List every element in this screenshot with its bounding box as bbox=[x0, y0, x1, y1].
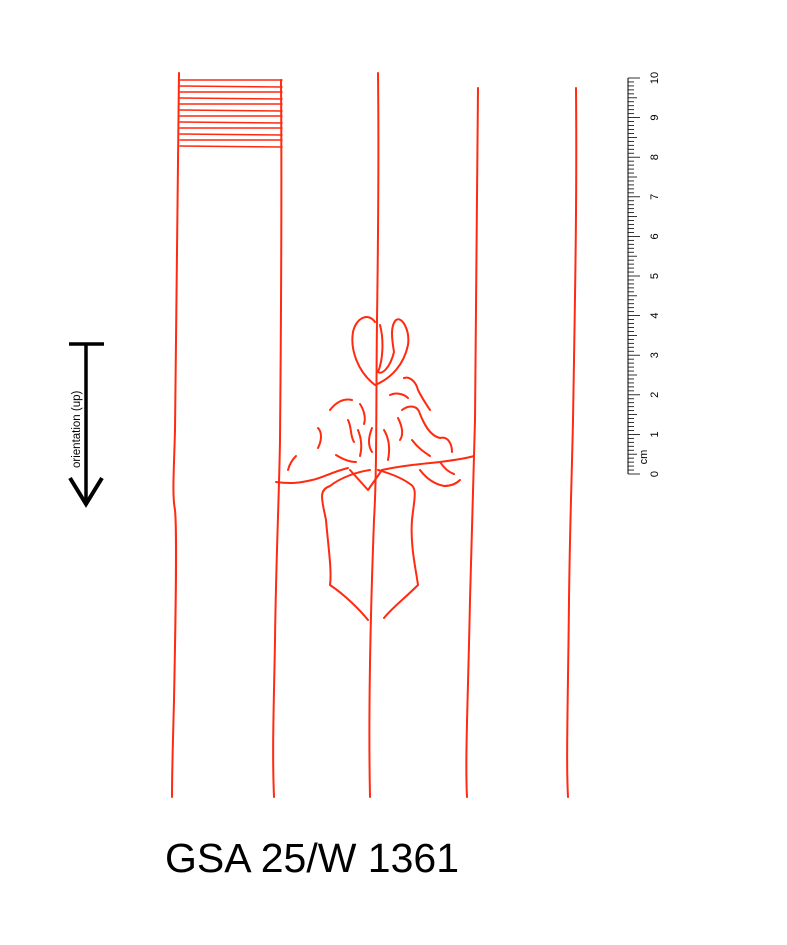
cm-scale: 0 1 2 3 4 5 6 7 8 9 10 cm bbox=[627, 72, 661, 477]
vertical-line-1 bbox=[171, 72, 180, 798]
arrow-head bbox=[68, 476, 104, 508]
scale-tick-label: 10 bbox=[649, 72, 661, 84]
motif-left-baseline bbox=[275, 467, 349, 485]
scale-tick-label: 4 bbox=[649, 313, 661, 319]
orientation-arrow bbox=[68, 342, 104, 508]
scale-tick-label: 9 bbox=[649, 115, 661, 121]
scale-tick-label: 2 bbox=[649, 392, 661, 398]
scale-unit-label: cm bbox=[638, 450, 650, 465]
scale-tick-label: 1 bbox=[649, 431, 661, 437]
scale-tick-label: 8 bbox=[649, 154, 661, 160]
scale-tick-label: 0 bbox=[649, 471, 661, 477]
scale-tick-label: 7 bbox=[649, 194, 661, 200]
vertical-line-5 bbox=[566, 87, 578, 798]
sherd-profile-lines bbox=[171, 72, 578, 798]
caption: GSA 25/W 1361 bbox=[165, 835, 459, 881]
orientation-label: orientation (up) bbox=[71, 390, 83, 468]
hatching-band bbox=[179, 79, 283, 148]
scale-tick-label: 6 bbox=[649, 233, 661, 239]
scale-tick-label: 3 bbox=[649, 352, 661, 358]
motif-left-wing bbox=[321, 469, 371, 621]
vertical-line-4 bbox=[465, 87, 479, 798]
motif-center-v bbox=[349, 469, 383, 491]
motif-right-baseline bbox=[381, 455, 475, 471]
vertical-line-3 bbox=[368, 72, 380, 798]
motif-upper-loop bbox=[351, 316, 410, 386]
vertical-line-2 bbox=[272, 79, 283, 798]
central-motif bbox=[275, 316, 475, 621]
motif-right-wing bbox=[377, 469, 419, 619]
scale-tick-label: 5 bbox=[649, 273, 661, 279]
